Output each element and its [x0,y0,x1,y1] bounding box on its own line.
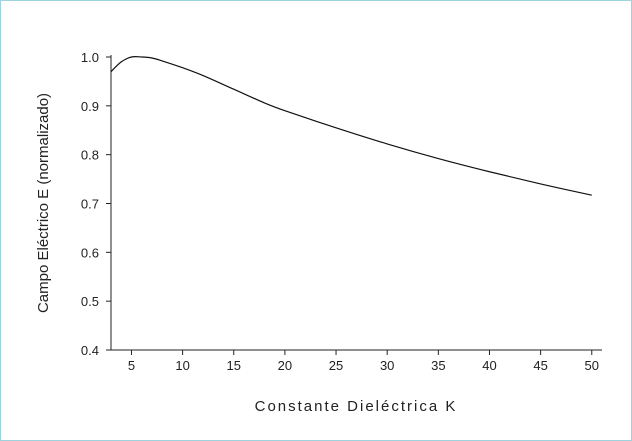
x-tick-label: 5 [128,358,135,373]
y-tick-label: 0.7 [81,197,99,212]
x-tick-label: 30 [380,358,394,373]
x-tick-label: 20 [278,358,292,373]
chart-series [110,56,592,196]
x-tick-label: 15 [227,358,241,373]
x-tick-label: 50 [585,358,599,373]
x-tick-label: 40 [482,358,496,373]
x-axis-title: Constante Dieléctrica K [255,398,458,415]
y-tick-label: 0.4 [81,343,99,358]
y-tick-label: 0.6 [81,245,99,260]
y-tick-label: 0.5 [81,294,99,309]
x-tick-label: 35 [431,358,445,373]
chart-ticks: 5 10 15 20 25 30 35 40 45 50 0.4 0.5 0.6 0.7 0.8 0.9 1.0 [81,50,599,373]
x-tick-label: 25 [329,358,343,373]
chart-axes [110,55,602,351]
y-tick-label: 0.8 [81,148,99,163]
series-line [110,56,592,196]
y-tick-label: 0.9 [81,99,99,114]
x-tick-label: 10 [175,358,189,373]
y-tick-label: 1.0 [81,50,99,65]
x-tick-label: 45 [533,358,547,373]
y-axis-title: Campo Eléctrico E (normalizado) [35,93,52,313]
